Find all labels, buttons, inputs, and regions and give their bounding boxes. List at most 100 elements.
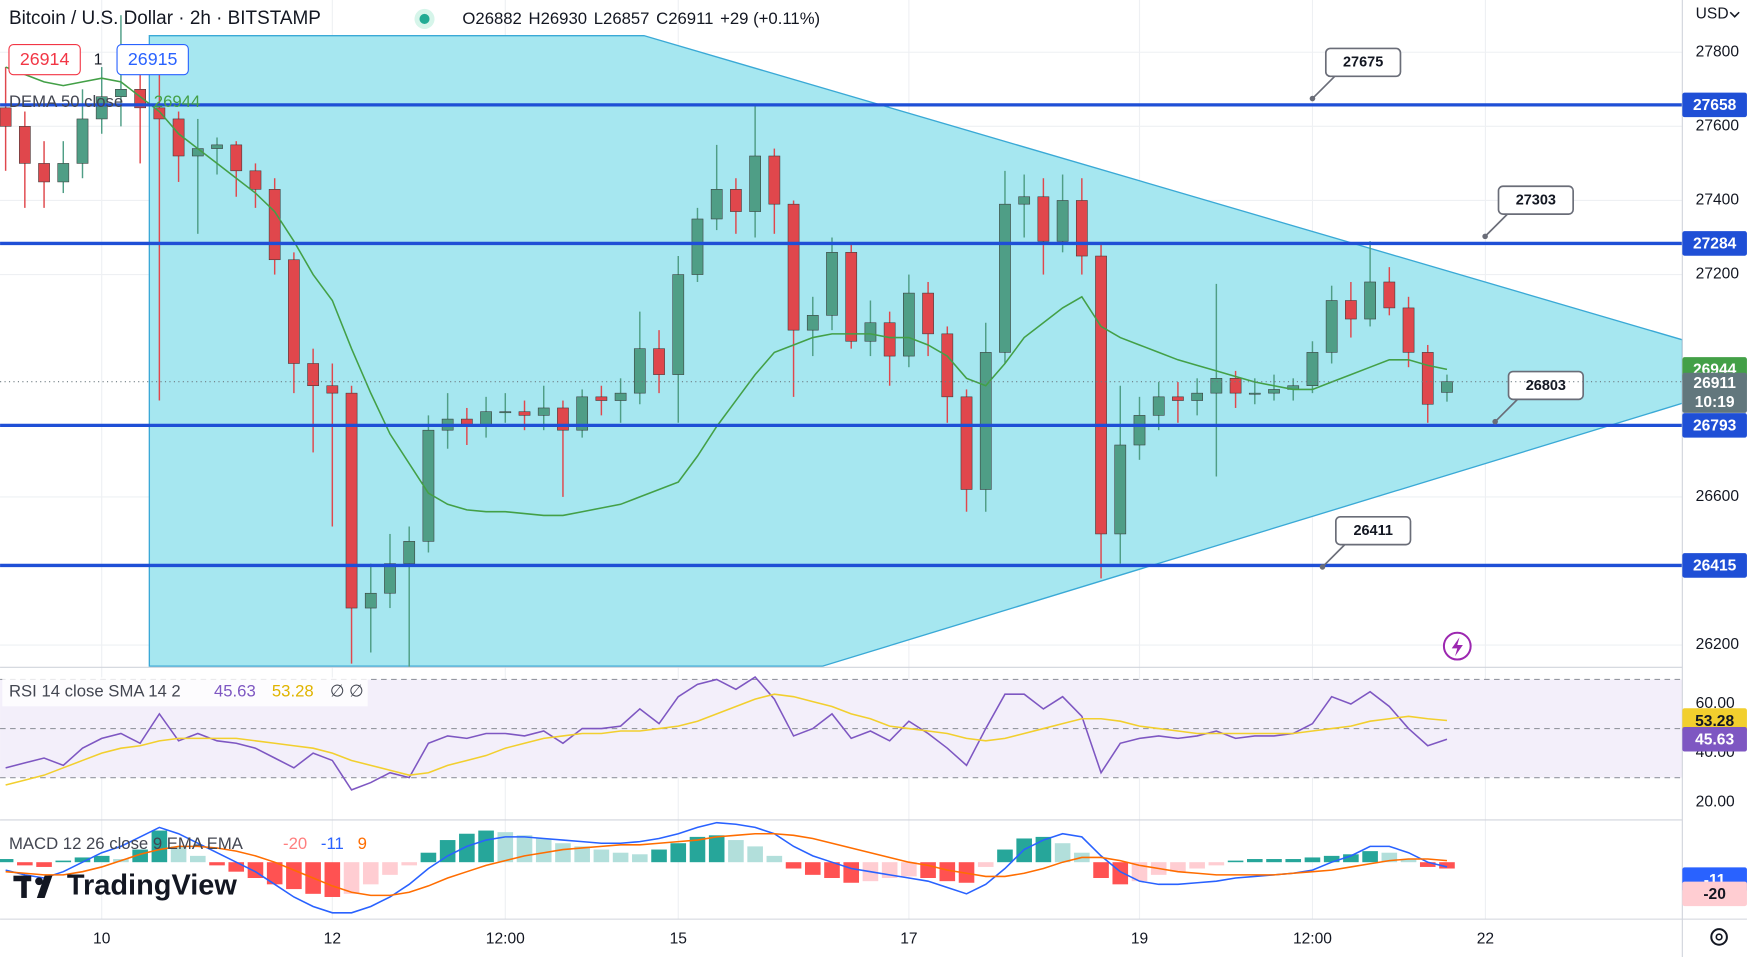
candle-body xyxy=(134,89,147,109)
macd-value: -11 xyxy=(321,834,344,853)
callout-label: 27675 xyxy=(1343,55,1383,71)
macd-histogram-bar xyxy=(1285,859,1302,863)
candle-body xyxy=(1133,415,1146,446)
macd-histogram-bar xyxy=(555,843,571,863)
settings-icon[interactable] xyxy=(1710,928,1728,946)
logo-part xyxy=(35,877,43,886)
candle-body xyxy=(518,411,531,416)
level-badge-bg xyxy=(1682,553,1747,578)
x-tick-label: 12 xyxy=(324,930,341,947)
x-tick-label: 12:00 xyxy=(486,930,525,947)
rsi-legend: RSI 14 close SMA 14 2 xyxy=(9,681,181,700)
macd-histogram-bar xyxy=(1112,862,1129,885)
macd-histogram-bar xyxy=(1189,862,1205,869)
candle-body xyxy=(576,396,589,431)
x-tick-label: 19 xyxy=(1131,930,1148,947)
y-tick-label: 27600 xyxy=(1696,117,1740,134)
candle-body xyxy=(211,144,223,149)
candle-body xyxy=(633,348,646,394)
candle-body xyxy=(1172,396,1184,401)
macd-histogram-bar xyxy=(1381,852,1398,863)
candle-body xyxy=(1210,378,1223,394)
candle-body xyxy=(57,163,70,183)
macd-line xyxy=(5,832,1448,897)
callout-label: 26411 xyxy=(1353,523,1392,539)
candle-body xyxy=(1421,352,1434,405)
candle-body xyxy=(979,352,992,490)
macd-histogram-bar xyxy=(36,862,52,867)
candle-body xyxy=(1248,392,1261,395)
level-badge: 26793 xyxy=(1693,418,1737,435)
callout-box xyxy=(1507,370,1585,401)
callout-anchor xyxy=(1309,95,1316,102)
macd-hist-value: -20 xyxy=(283,834,307,853)
rsi-line xyxy=(5,693,1448,786)
buy-button[interactable] xyxy=(116,44,189,76)
macd-histogram-bar xyxy=(785,862,802,869)
y-tick-label: 27800 xyxy=(1696,43,1740,60)
candle-body xyxy=(749,155,761,212)
sell-button[interactable] xyxy=(8,44,81,76)
level-badge-bg xyxy=(1682,231,1747,256)
macd-signal-value: 9 xyxy=(358,834,367,853)
macd-histogram-bar xyxy=(55,860,72,863)
candle-body xyxy=(826,252,838,316)
rsi-value: 45.63 xyxy=(214,681,256,700)
macd-histogram-bar xyxy=(843,862,860,883)
candle-body xyxy=(268,189,281,261)
candle-body xyxy=(249,170,262,190)
callout-box xyxy=(1497,185,1574,215)
candle-body xyxy=(1402,307,1415,353)
indicator-line xyxy=(5,66,1448,517)
rsi-badge-bg xyxy=(1682,727,1747,752)
macd-histogram-bar xyxy=(93,855,110,863)
candle-body xyxy=(653,348,665,375)
ohlc-value: 26857 xyxy=(603,9,649,28)
macd-histogram-bar xyxy=(1304,857,1321,863)
candle-body xyxy=(537,407,550,416)
candle-body xyxy=(1191,392,1203,401)
macd-histogram-bar xyxy=(901,862,917,877)
y-tick-label: 27400 xyxy=(1696,192,1740,209)
macd-histogram-bar xyxy=(1208,862,1225,866)
macd-histogram-bar xyxy=(1131,862,1148,882)
indicator-legend: DEMA 50 close xyxy=(9,92,123,111)
callout-anchor xyxy=(1492,418,1498,425)
callout-box xyxy=(1335,515,1412,546)
callout-pointer xyxy=(1311,75,1336,100)
candle-body xyxy=(1152,396,1165,416)
macd-line xyxy=(5,821,1448,914)
brand-logo: TradingView xyxy=(13,869,237,901)
macd-histogram-bar xyxy=(804,862,821,875)
currency[interactable]: USD xyxy=(1696,6,1729,23)
candle-body xyxy=(903,292,915,357)
ohlc-value: 26911 xyxy=(668,9,713,28)
candle-body xyxy=(710,189,723,220)
settings-icon-center xyxy=(1715,933,1723,941)
ohlc-value: 26882 xyxy=(475,9,521,28)
macd-histogram-bar xyxy=(670,843,687,863)
macd-histogram-bar xyxy=(1419,862,1436,867)
x-tick-label: 10 xyxy=(93,930,111,947)
callout-anchor xyxy=(1482,233,1488,240)
macd-histogram-bar xyxy=(1246,859,1263,863)
candle-body xyxy=(1306,352,1319,387)
x-tick-label: 17 xyxy=(900,930,917,947)
callout-box xyxy=(1324,47,1402,78)
level-badge-bg xyxy=(1682,92,1747,118)
x-tick-label: 12:00 xyxy=(1293,930,1332,947)
legend-bg xyxy=(2,677,368,707)
macd-histogram-bar xyxy=(324,862,341,897)
candle-body xyxy=(115,89,127,97)
candle-body xyxy=(768,155,781,205)
logo-part xyxy=(21,875,27,898)
logo-part xyxy=(36,875,53,898)
ohlc-label: O xyxy=(462,9,475,28)
rsi-sma-badge-bg xyxy=(1682,708,1747,733)
candle-body xyxy=(864,322,877,342)
x-tick-label: 22 xyxy=(1477,930,1494,947)
x-tick-label: 15 xyxy=(670,930,688,947)
macd-histogram-bar xyxy=(382,862,398,875)
candle-body xyxy=(1037,196,1050,242)
macd-histogram-bar xyxy=(420,852,437,863)
